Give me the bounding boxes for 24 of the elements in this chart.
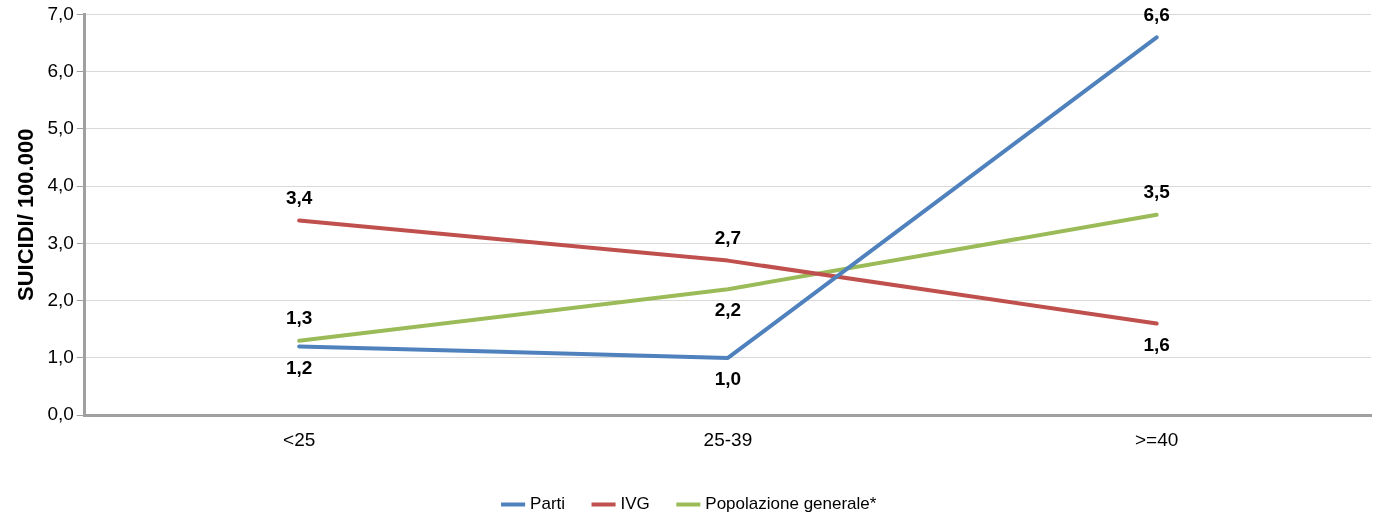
- y-tick-label: 2,0: [47, 288, 74, 310]
- y-tick-label: 5,0: [47, 117, 74, 139]
- y-tick-label: 1,0: [47, 346, 74, 368]
- data-label: 1,2: [285, 356, 313, 378]
- y-axis-title: SUICIDI/ 100.000: [13, 128, 39, 302]
- y-tick-label: 7,0: [47, 2, 74, 24]
- data-label: 1,3: [285, 307, 313, 328]
- y-tick-label: 0,0: [47, 403, 74, 425]
- y-tick-label: 4,0: [47, 174, 74, 196]
- data-label: 1,6: [1143, 333, 1170, 355]
- data-label: 1,0: [714, 368, 742, 390]
- x-tick-label: >=40: [1134, 428, 1179, 450]
- y-tick-label: 6,0: [47, 59, 74, 81]
- x-tick-label: <25: [283, 428, 316, 450]
- y-tick-label: 3,0: [47, 231, 74, 253]
- data-label: 2,2: [714, 299, 742, 321]
- legend-label: Parti: [530, 494, 566, 514]
- data-label: 2,7: [714, 226, 742, 248]
- legend-label: Popolazione generale*: [705, 494, 877, 514]
- data-label: 3,4: [285, 186, 313, 208]
- data-label: 6,6: [1143, 3, 1170, 25]
- x-tick-label: 25-39: [703, 428, 753, 450]
- legend-label: IVG: [620, 494, 650, 514]
- data-label: 3,5: [1143, 181, 1171, 203]
